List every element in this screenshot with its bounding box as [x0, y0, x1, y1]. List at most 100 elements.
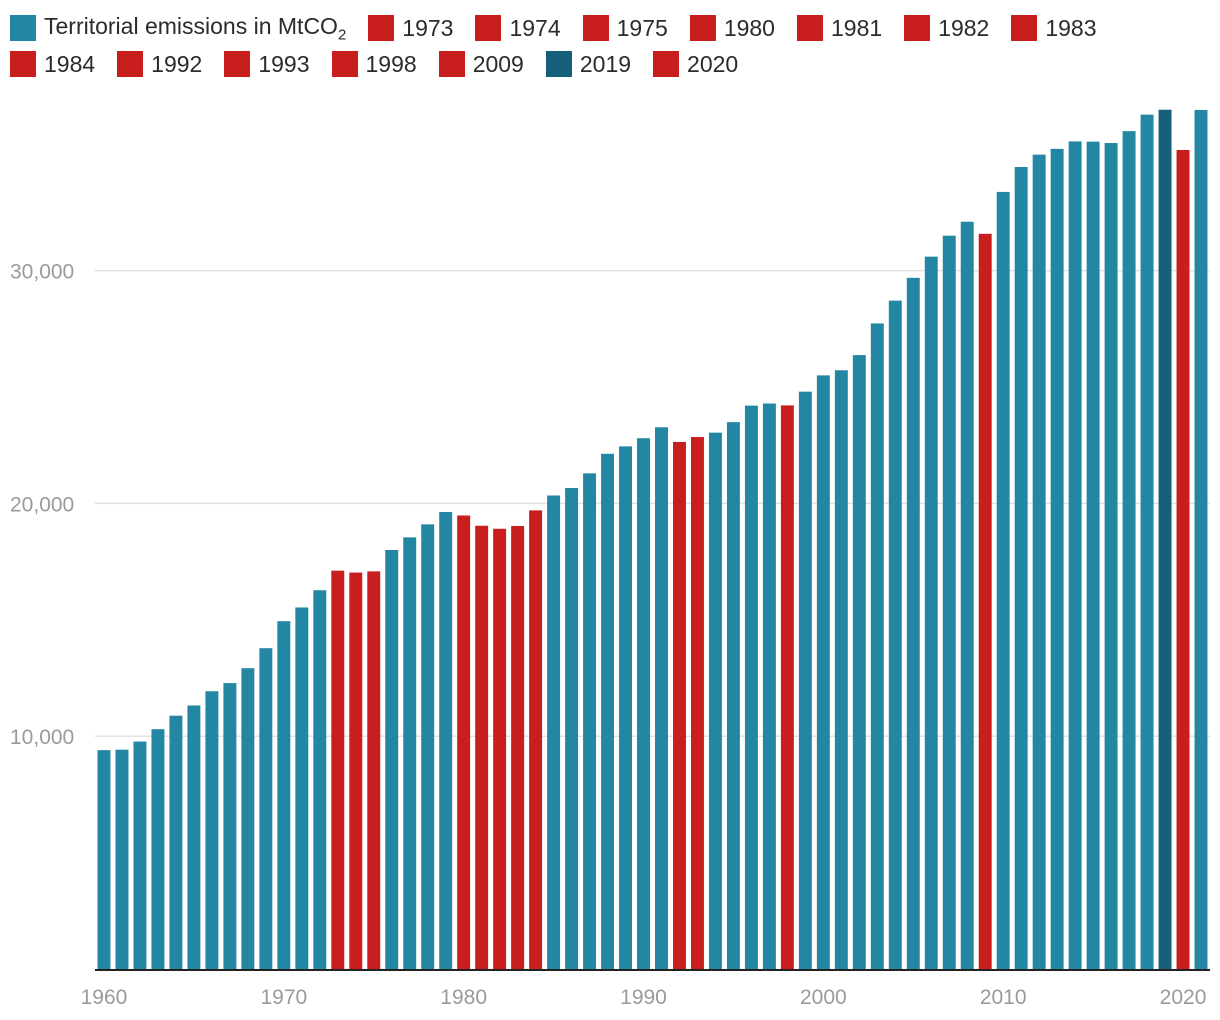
bar-1983 — [511, 525, 525, 969]
bar-1973 — [331, 570, 345, 969]
bar-1989 — [619, 446, 632, 969]
bar-2015 — [1086, 141, 1100, 970]
x-tick-label: 2020 — [1160, 986, 1207, 1009]
legend-swatch — [368, 15, 395, 41]
legend-label-text: Territorial emissions in MtCO — [44, 12, 338, 39]
bar-1969 — [259, 648, 273, 969]
bar-2005 — [906, 277, 920, 970]
bar-1991 — [655, 427, 668, 969]
legend-item-1982: 1982 — [904, 15, 989, 42]
legend-item-1973: 1973 — [368, 15, 453, 42]
bar-1982 — [493, 528, 507, 969]
bar-1976 — [385, 549, 399, 969]
x-tick-label: 1970 — [260, 986, 307, 1009]
legend-swatch — [904, 15, 931, 41]
x-tick-label: 1990 — [620, 986, 667, 1009]
bar-2001 — [834, 370, 848, 969]
bar-1961 — [115, 749, 129, 969]
legend-swatch — [653, 51, 680, 77]
bar-1963 — [151, 729, 165, 969]
bar-1967 — [223, 683, 237, 969]
bar-1986 — [565, 488, 579, 969]
legend-label: 1984 — [44, 50, 96, 77]
legend-item-territorial-emissions: Territorial emissions in MtCO2 — [10, 13, 346, 44]
legend-label: 1993 — [258, 50, 310, 77]
legend-label: Territorial emissions in MtCO2 — [44, 13, 346, 44]
bar-2020 — [1176, 150, 1190, 970]
legend-label: 1983 — [1045, 14, 1097, 41]
bar-2011 — [1014, 167, 1028, 969]
legend-item-1993: 1993 — [224, 50, 310, 78]
legend-label: 2020 — [687, 50, 739, 77]
bar-1987 — [583, 473, 597, 969]
bar-1985 — [547, 495, 561, 969]
y-tick-label: 30,000 — [10, 261, 74, 284]
bar-1996 — [744, 405, 758, 969]
legend-swatch — [438, 51, 465, 77]
legend-label: 2019 — [579, 50, 632, 77]
bar-1990 — [637, 438, 650, 969]
legend-swatch — [331, 51, 358, 77]
legend-item-1975: 1975 — [582, 14, 668, 42]
bar-1994 — [708, 432, 722, 970]
x-tick-label: 1960 — [81, 986, 128, 1009]
y-tick-label: 20,000 — [10, 493, 74, 516]
legend-swatch — [1011, 15, 1038, 41]
legend-item-1980: 1980 — [689, 14, 775, 42]
legend-item-1974: 1974 — [475, 14, 561, 42]
bar-1998 — [780, 405, 794, 969]
legend-swatch — [582, 15, 609, 41]
legend-swatch — [10, 15, 36, 41]
bar-2009 — [978, 233, 992, 969]
bar-1995 — [726, 422, 740, 969]
bar-1970 — [277, 621, 291, 969]
x-axis-tick-labels: 1960 1970 1980 1990 2000 2010 2020 — [81, 986, 1207, 1009]
legend-label: 1973 — [402, 14, 454, 41]
bar-1992 — [673, 441, 686, 969]
bar-2003 — [870, 323, 884, 970]
x-tick-label: 2010 — [980, 986, 1027, 1009]
bar-2021 — [1194, 109, 1208, 969]
legend-item-1984: 1984 — [10, 51, 95, 78]
bar-1962 — [133, 741, 147, 969]
legend-item-1992: 1992 — [117, 51, 202, 78]
y-axis-tick-labels: 10,000 20,000 30,000 — [10, 261, 74, 750]
bar-1960 — [97, 750, 111, 969]
bar-2018 — [1140, 114, 1154, 969]
bar-2000 — [816, 375, 830, 969]
bars — [97, 109, 1208, 970]
bar-1974 — [349, 572, 363, 969]
bar-1964 — [169, 715, 183, 969]
bar-1965 — [187, 705, 201, 969]
legend-label: 1975 — [616, 14, 668, 41]
bar-1999 — [798, 391, 812, 969]
bar-2014 — [1068, 141, 1082, 969]
bar-1971 — [295, 607, 309, 969]
legend-label: 1998 — [365, 50, 417, 77]
bar-2004 — [888, 300, 902, 969]
bar-1975 — [367, 571, 381, 969]
bar-2017 — [1122, 131, 1136, 969]
legend-label: 1974 — [509, 14, 561, 41]
bar-2008 — [960, 221, 974, 969]
bar-1988 — [601, 453, 615, 969]
bar-2016 — [1104, 143, 1118, 969]
bar-1978 — [421, 524, 435, 969]
legend-item-1998: 1998 — [331, 50, 417, 78]
bar-2006 — [924, 256, 938, 970]
bar-1981 — [475, 525, 489, 969]
legend-label: 1982 — [938, 14, 990, 41]
legend-label: 1980 — [723, 14, 775, 41]
legend-label: 2009 — [472, 50, 524, 77]
bar-2002 — [852, 355, 866, 969]
legend-label-subscript: 2 — [337, 26, 347, 44]
legend-item-1983: 1983 — [1011, 14, 1097, 42]
bar-2007 — [942, 235, 956, 969]
bar-1984 — [529, 510, 543, 969]
bar-1966 — [205, 691, 219, 969]
bar-1980 — [457, 515, 471, 969]
legend-item-2020: 2020 — [653, 51, 738, 78]
bar-2010 — [996, 191, 1010, 970]
legend-row: 1984 1992 1993 1998 2009 2019 2020 — [10, 46, 1215, 82]
